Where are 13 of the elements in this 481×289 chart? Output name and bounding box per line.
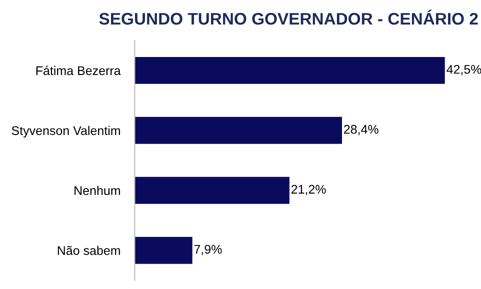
bar	[134, 116, 342, 144]
data-label: 21,2%	[291, 184, 326, 196]
bar	[134, 176, 290, 204]
y-tick-label: Styvenson Valentim	[12, 126, 120, 138]
bar	[134, 236, 192, 264]
y-tick-label: Não sabem	[58, 246, 120, 255]
data-label: 28,4%	[344, 124, 378, 136]
chart-title: SEGUNDO TURNO GOVERNADOR - CENÁRIO 2	[99, 10, 478, 25]
data-label: 42,5%	[446, 64, 481, 76]
bar	[134, 56, 445, 84]
data-label: 7,9%	[194, 244, 222, 256]
y-tick-label: Nenhum	[74, 186, 120, 196]
y-tick-label: Fátima Bezerra	[36, 66, 121, 76]
